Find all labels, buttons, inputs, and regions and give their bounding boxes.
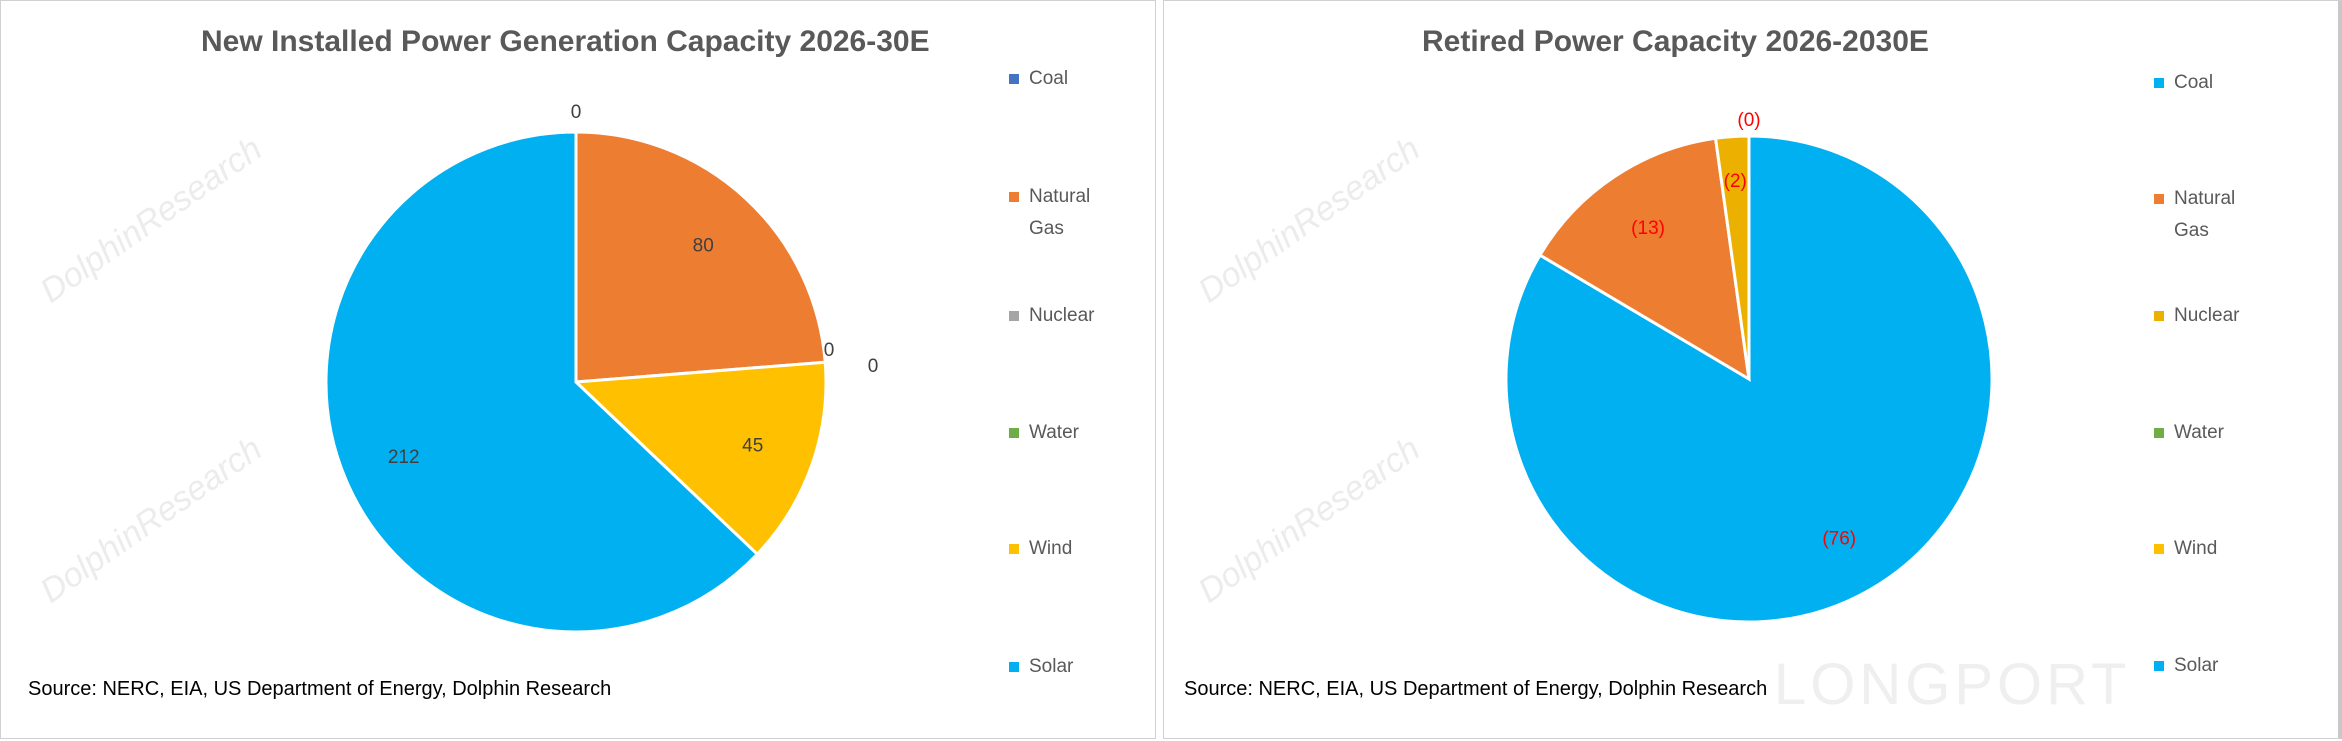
legend-label: Water bbox=[2174, 422, 2224, 443]
legend-swatch bbox=[2154, 544, 2164, 554]
pie-slice-nuclear bbox=[1713, 134, 1751, 380]
legend-swatch bbox=[2154, 661, 2164, 671]
legend-label: Natural Gas bbox=[1029, 186, 1091, 239]
legend-swatch bbox=[1009, 544, 1019, 554]
longport-watermark: LONGPORT bbox=[1774, 652, 2131, 717]
chart-title: Retired Power Capacity 2026-2030E bbox=[1422, 25, 1929, 58]
source-note: Source: NERC, EIA, US Department of Ener… bbox=[1184, 678, 1768, 700]
pie-chart: 0 80 0 0 45 212 bbox=[324, 102, 879, 634]
data-label: 0 bbox=[868, 356, 879, 377]
data-label: (13) bbox=[1631, 218, 1665, 239]
legend-label: Nuclear bbox=[1029, 305, 1095, 326]
data-label: 80 bbox=[693, 235, 714, 256]
legend-label: Solar bbox=[2174, 655, 2219, 676]
legend-swatch bbox=[2154, 311, 2164, 321]
data-label: 0 bbox=[824, 340, 835, 361]
data-label: 0 bbox=[571, 102, 582, 123]
data-label: 212 bbox=[388, 447, 420, 468]
pie-slice-wind bbox=[572, 360, 828, 557]
legend-swatch bbox=[1009, 74, 1019, 84]
data-label: (76) bbox=[1822, 528, 1856, 549]
legend-label: Coal bbox=[1029, 68, 1069, 89]
legend-label: Solar bbox=[1029, 656, 1074, 677]
source-note: Source: NERC, EIA, US Department of Ener… bbox=[28, 678, 612, 700]
data-label: 45 bbox=[742, 436, 763, 457]
pie-slice-natural-gas bbox=[1537, 136, 1751, 382]
data-label: (0) bbox=[1737, 110, 1760, 131]
legend-swatch bbox=[2154, 428, 2164, 438]
legend-swatch bbox=[1009, 192, 1019, 202]
chart-panel-new-capacity: DolphinResearch DolphinResearch 0 80 0 0 45 2… bbox=[0, 0, 1156, 739]
legend-label: Natural Gas bbox=[2174, 188, 2236, 241]
legend-label: Coal bbox=[2174, 72, 2214, 93]
pie-chart: (76) (13) (2) (0) bbox=[1504, 110, 1994, 624]
legend-label: Wind bbox=[2174, 538, 2218, 559]
pie-slice-solar bbox=[324, 130, 760, 634]
legend-swatch bbox=[1009, 662, 1019, 672]
chart-panel-retired-capacity: DolphinResearch DolphinResearch LONGPORT… bbox=[1163, 0, 2342, 739]
legend-swatch bbox=[2154, 194, 2164, 204]
data-label: (2) bbox=[1724, 171, 1747, 192]
legend-swatch bbox=[1009, 311, 1019, 321]
legend-label: Water bbox=[1029, 422, 1079, 443]
pie-slice-natural-gas bbox=[574, 130, 827, 384]
legend-swatch bbox=[1009, 428, 1019, 438]
legend-label: Wind bbox=[1029, 538, 1073, 559]
legend-swatch bbox=[2154, 78, 2164, 88]
legend-label: Nuclear bbox=[2174, 305, 2240, 326]
chart-title: New Installed Power Generation Capacity … bbox=[201, 25, 930, 58]
